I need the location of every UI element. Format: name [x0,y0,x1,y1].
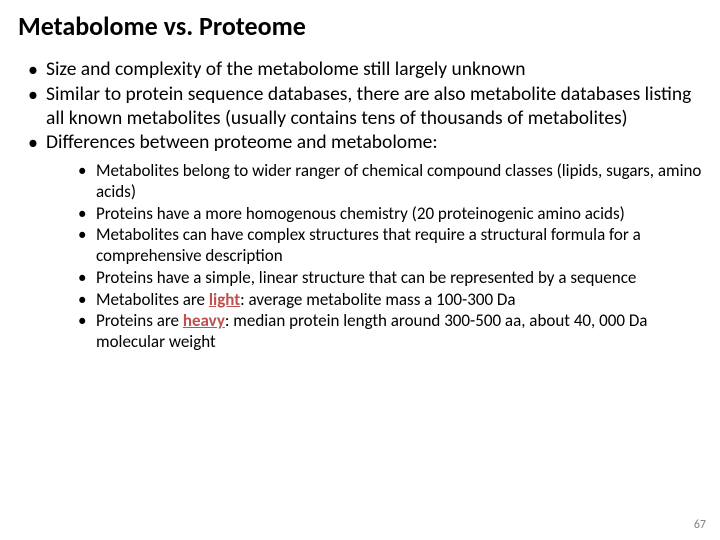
sub-text-post: : average metabolite mass a 100-300 Da [240,289,515,310]
page-number: 67 [694,518,706,532]
sub-bullet: Metabolites are light: average metabolit… [76,290,702,311]
main-bullet-text: Differences between proteome and metabol… [46,130,438,154]
main-bullet-list: Size and complexity of the metabolome st… [18,58,702,353]
accent-word-light: light [209,289,240,310]
accent-word-heavy: heavy [183,310,225,331]
main-bullet: Differences between proteome and metabol… [26,131,702,352]
main-bullet: Size and complexity of the metabolome st… [26,58,702,82]
sub-bullet: Proteins have a more homogenous chemistr… [76,204,702,225]
sub-text-pre: Proteins are [96,310,183,331]
sub-bullet: Metabolites belong to wider ranger of ch… [76,161,702,202]
sub-text-pre: Metabolites are [96,289,209,310]
main-bullet: Similar to protein sequence databases, t… [26,83,702,131]
sub-bullet: Proteins are heavy: median protein lengt… [76,311,702,352]
sub-bullet: Metabolites can have complex structures … [76,225,702,266]
sub-bullet: Proteins have a simple, linear structure… [76,268,702,289]
sub-bullet-list: Metabolites belong to wider ranger of ch… [46,161,702,353]
slide-title: Metabolome vs. Proteome [18,10,702,42]
